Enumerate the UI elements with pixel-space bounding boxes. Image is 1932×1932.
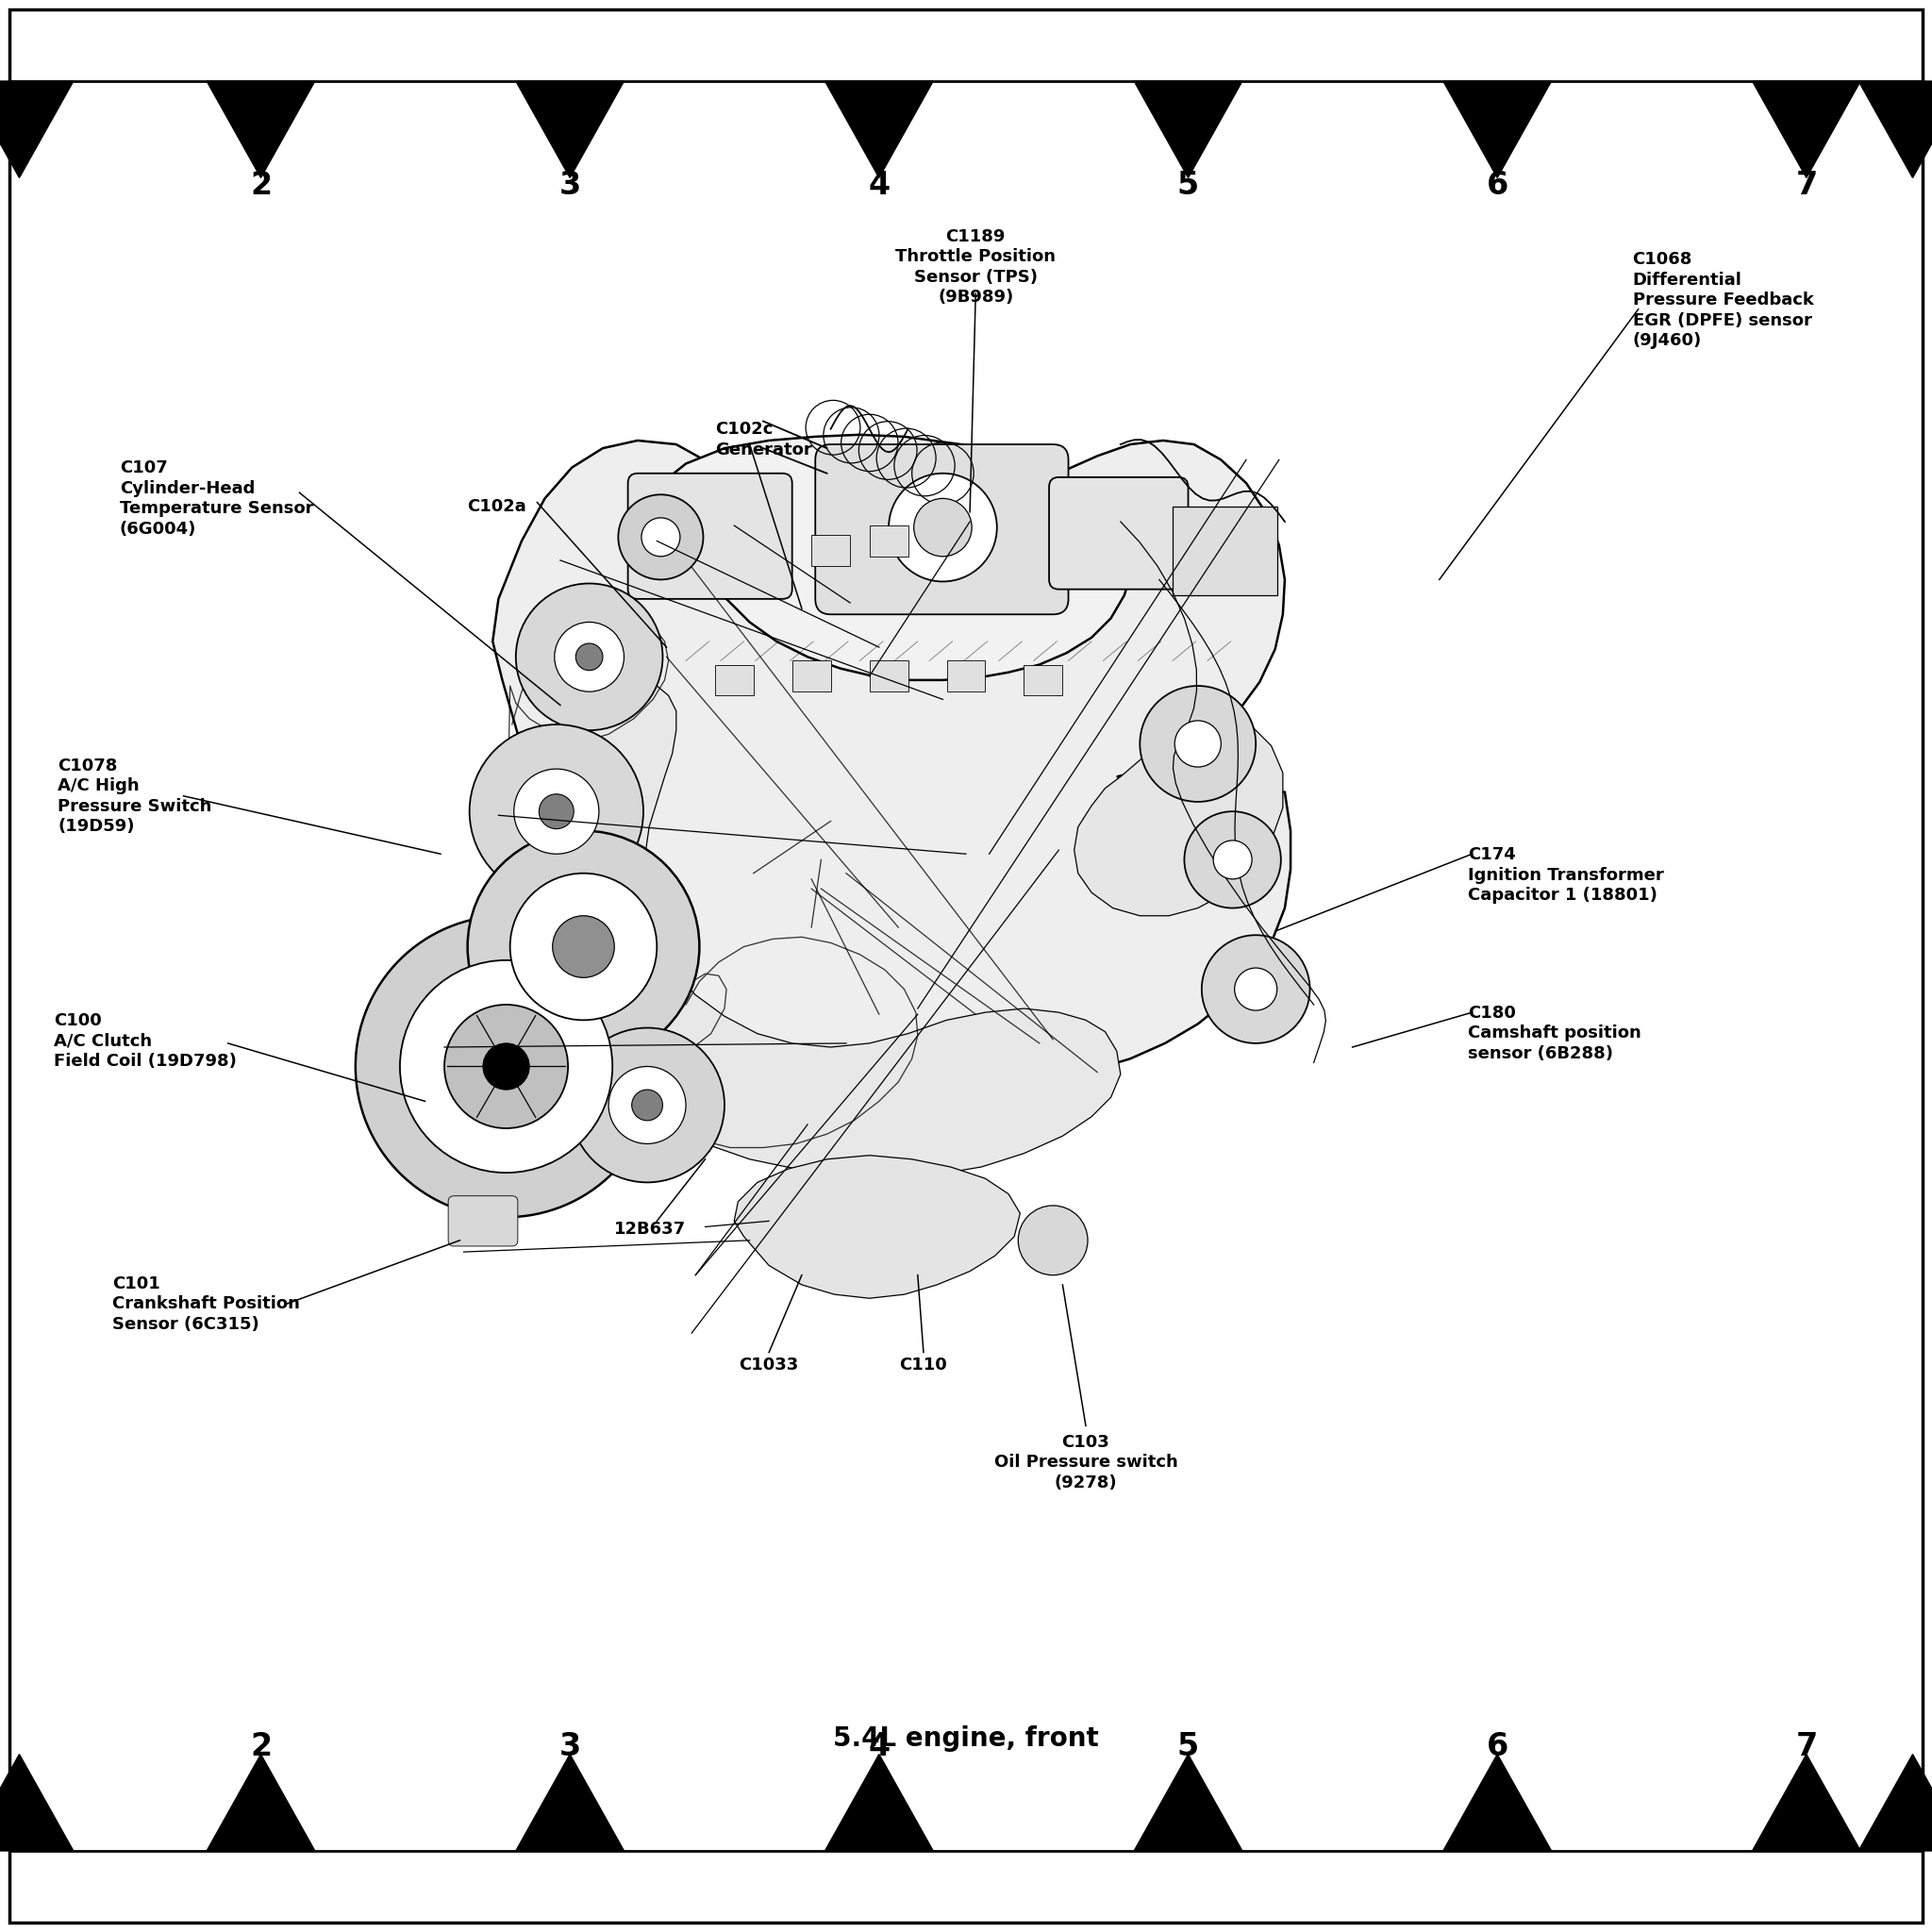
- Polygon shape: [657, 435, 1132, 680]
- FancyBboxPatch shape: [811, 535, 850, 566]
- Text: 12B637: 12B637: [614, 1221, 686, 1238]
- Polygon shape: [1443, 1754, 1551, 1851]
- Circle shape: [539, 794, 574, 829]
- Polygon shape: [1074, 719, 1283, 916]
- Circle shape: [469, 724, 643, 898]
- Circle shape: [1140, 686, 1256, 802]
- Text: 5: 5: [1177, 1731, 1200, 1762]
- Polygon shape: [825, 81, 933, 178]
- Polygon shape: [516, 81, 624, 178]
- FancyBboxPatch shape: [628, 473, 792, 599]
- Circle shape: [400, 960, 612, 1173]
- Text: 5.4L engine, front: 5.4L engine, front: [833, 1725, 1099, 1752]
- Circle shape: [514, 769, 599, 854]
- FancyBboxPatch shape: [815, 444, 1068, 614]
- Text: 7: 7: [1795, 170, 1818, 201]
- Circle shape: [914, 498, 972, 556]
- Polygon shape: [1752, 1754, 1861, 1851]
- Text: 3: 3: [558, 170, 582, 201]
- FancyBboxPatch shape: [1049, 477, 1188, 589]
- Circle shape: [553, 916, 614, 978]
- Circle shape: [1202, 935, 1310, 1043]
- Text: 6: 6: [1486, 1731, 1509, 1762]
- Text: C100
A/C Clutch
Field Coil (19D798): C100 A/C Clutch Field Coil (19D798): [54, 1012, 238, 1070]
- Text: C101
Crankshaft Position
Sensor (6C315): C101 Crankshaft Position Sensor (6C315): [112, 1275, 299, 1333]
- Polygon shape: [207, 1754, 315, 1851]
- Text: C103
Oil Pressure switch
(9278): C103 Oil Pressure switch (9278): [993, 1434, 1179, 1492]
- Text: C102a: C102a: [468, 498, 527, 516]
- Circle shape: [1213, 840, 1252, 879]
- Text: C180
Camshaft position
sensor (6B288): C180 Camshaft position sensor (6B288): [1468, 1005, 1642, 1063]
- Circle shape: [444, 1005, 568, 1128]
- Text: C174
Ignition Transformer
Capacitor 1 (18801): C174 Ignition Transformer Capacitor 1 (1…: [1468, 846, 1663, 904]
- Circle shape: [483, 1043, 529, 1090]
- Text: C102c
Generator: C102c Generator: [715, 421, 811, 458]
- Polygon shape: [1134, 81, 1242, 178]
- Text: 4: 4: [867, 1731, 891, 1762]
- Circle shape: [576, 643, 603, 670]
- Polygon shape: [734, 1155, 1020, 1298]
- Circle shape: [632, 1090, 663, 1121]
- Text: 6: 6: [1486, 170, 1509, 201]
- Text: C1068
Differential
Pressure Feedback
EGR (DPFE) sensor
(9J460): C1068 Differential Pressure Feedback EGR…: [1633, 251, 1814, 350]
- Text: C110: C110: [900, 1356, 947, 1374]
- Text: 4: 4: [867, 170, 891, 201]
- FancyBboxPatch shape: [715, 665, 753, 696]
- Polygon shape: [1752, 81, 1861, 178]
- FancyBboxPatch shape: [869, 661, 908, 692]
- Text: C107
Cylinder-Head
Temperature Sensor
(6G004): C107 Cylinder-Head Temperature Sensor (6…: [120, 460, 313, 537]
- FancyBboxPatch shape: [869, 526, 908, 556]
- FancyBboxPatch shape: [947, 661, 985, 692]
- Circle shape: [641, 518, 680, 556]
- FancyBboxPatch shape: [448, 1196, 518, 1246]
- Text: 5: 5: [1177, 170, 1200, 201]
- FancyBboxPatch shape: [1173, 506, 1277, 595]
- Text: 3: 3: [558, 1731, 582, 1762]
- Text: C1078
A/C High
Pressure Switch
(19D59): C1078 A/C High Pressure Switch (19D59): [58, 757, 213, 835]
- Polygon shape: [825, 1754, 933, 1851]
- Circle shape: [609, 1066, 686, 1144]
- Circle shape: [1018, 1206, 1088, 1275]
- FancyBboxPatch shape: [792, 661, 831, 692]
- Circle shape: [1184, 811, 1281, 908]
- Text: 7: 7: [1795, 1731, 1818, 1762]
- Polygon shape: [0, 81, 73, 178]
- Circle shape: [570, 1028, 724, 1182]
- Polygon shape: [516, 1754, 624, 1851]
- FancyBboxPatch shape: [1024, 665, 1063, 696]
- Polygon shape: [207, 81, 315, 178]
- Polygon shape: [1443, 81, 1551, 178]
- Circle shape: [618, 495, 703, 580]
- Polygon shape: [1134, 1754, 1242, 1851]
- Text: C1189
Throttle Position
Sensor (TPS)
(9B989): C1189 Throttle Position Sensor (TPS) (9B…: [895, 228, 1057, 305]
- Circle shape: [516, 583, 663, 730]
- Text: 2: 2: [249, 170, 272, 201]
- Text: 2: 2: [249, 1731, 272, 1762]
- Text: C1033: C1033: [740, 1356, 798, 1374]
- Polygon shape: [493, 440, 1291, 1084]
- Polygon shape: [1859, 81, 1932, 178]
- Circle shape: [1235, 968, 1277, 1010]
- Polygon shape: [1859, 1754, 1932, 1851]
- Circle shape: [889, 473, 997, 582]
- Circle shape: [510, 873, 657, 1020]
- Polygon shape: [0, 1754, 73, 1851]
- Circle shape: [554, 622, 624, 692]
- Circle shape: [355, 916, 657, 1217]
- Circle shape: [1175, 721, 1221, 767]
- Polygon shape: [576, 686, 1121, 1179]
- Circle shape: [468, 831, 699, 1063]
